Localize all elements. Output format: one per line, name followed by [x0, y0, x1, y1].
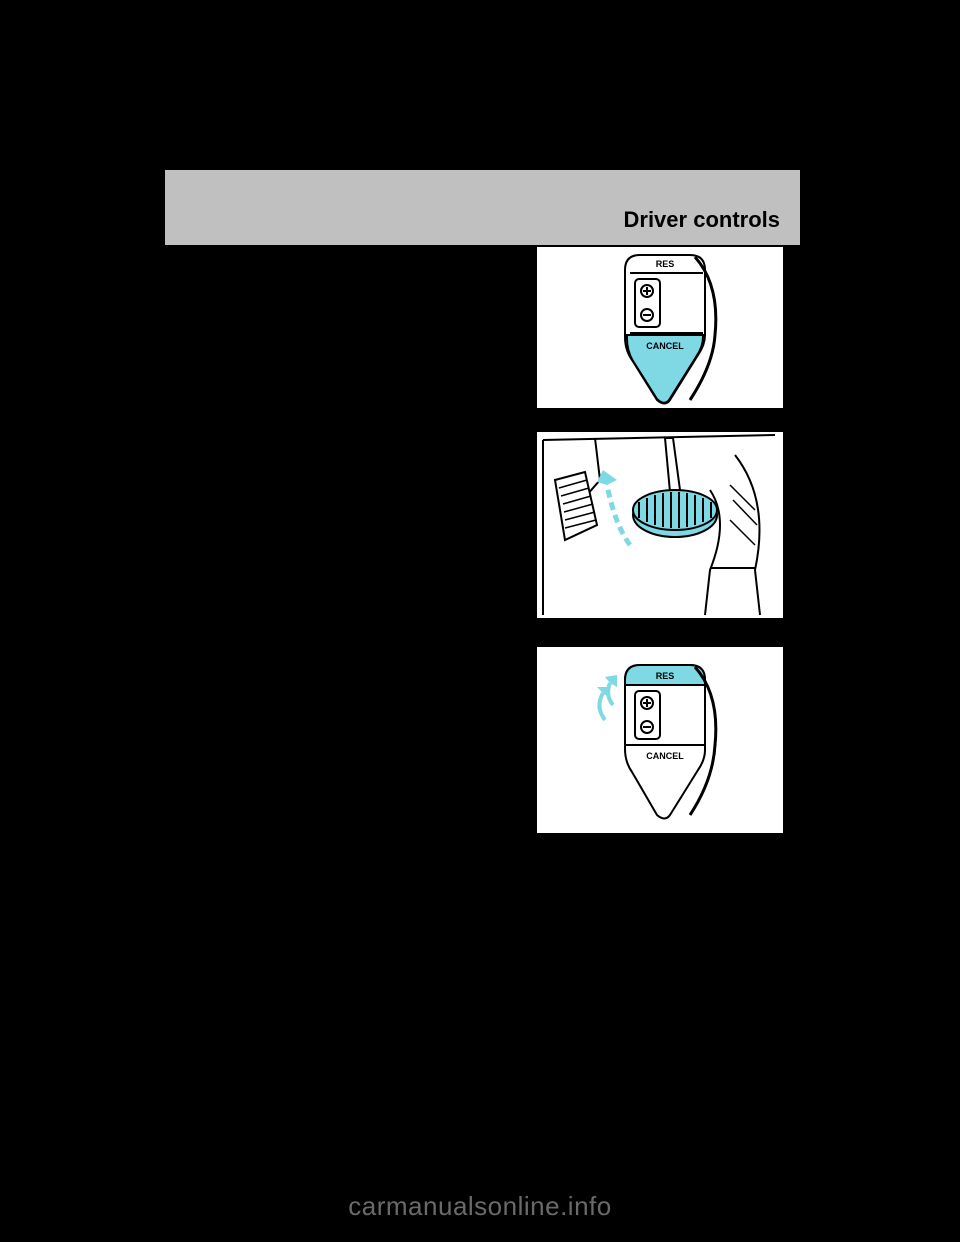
bullet-brake: • Depress the brake pedal.: [180, 456, 470, 479]
watermark-text: carmanualsonline.info: [348, 1191, 611, 1222]
illustration-cancel-button: RES CANCEL: [535, 245, 785, 410]
bullet-res: • Press RES. For RES to operate, the veh…: [180, 745, 470, 814]
brake-pedal: [633, 490, 717, 537]
res-label-3: RES: [656, 671, 675, 681]
cancel-label: CANCEL: [646, 341, 684, 351]
illustration-res-button: RES CANCEL: [535, 645, 785, 835]
content-area: RES CANCEL: [165, 245, 800, 813]
resume-heading: To return to a set speed: [180, 721, 470, 741]
cancel-label-3: CANCEL: [646, 751, 684, 761]
section-resume: To return to a set speed • Press RES. Fo…: [180, 721, 470, 814]
bullet-dot-icon: •: [180, 745, 186, 768]
page-title: Driver controls: [624, 207, 781, 233]
bullet-dot-icon: •: [180, 655, 186, 678]
section-disengage: • Press CANCEL, or: [180, 275, 470, 298]
section-brake: • Depress the brake pedal. Disengaging t…: [180, 456, 470, 552]
bullet-dot-icon: •: [180, 275, 186, 298]
header-bar: Driver controls: [165, 170, 800, 245]
bullet-off: • Pressing OFF will erase the previously…: [180, 655, 470, 701]
page-number: 49: [766, 848, 785, 868]
bullet-text: Press CANCEL, or: [194, 275, 336, 298]
bullet-dot-icon: •: [180, 456, 186, 479]
section-off: • Pressing OFF will erase the previously…: [180, 655, 470, 701]
bullet-text: Depress the brake pedal.: [194, 456, 384, 479]
disengage-note: Disengaging the speed control will not e…: [180, 483, 470, 552]
bullet-cancel: • Press CANCEL, or: [180, 275, 470, 298]
bullet-text: Press RES. For RES to operate, the vehic…: [194, 745, 470, 814]
res-label: RES: [656, 259, 675, 269]
bullet-text: Pressing OFF will erase the previously p…: [194, 655, 470, 701]
illustration-brake-pedal: [535, 430, 785, 620]
page-container: Driver controls RES: [165, 170, 800, 1070]
